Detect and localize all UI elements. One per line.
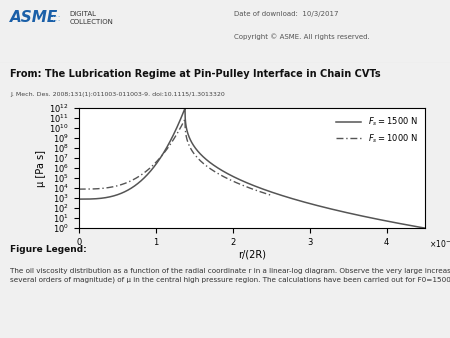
Text: :::: ::: (52, 13, 62, 23)
Text: DIGITAL
COLLECTION: DIGITAL COLLECTION (70, 10, 113, 25)
Text: Copyright © ASME. All rights reserved.: Copyright © ASME. All rights reserved. (234, 33, 370, 40)
Text: J. Mech. Des. 2008;131(1):011003-011003-9. doi:10.1115/1.3013320: J. Mech. Des. 2008;131(1):011003-011003-… (10, 93, 225, 97)
Text: Figure Legend:: Figure Legend: (10, 245, 87, 254)
X-axis label: r/(2R): r/(2R) (238, 250, 266, 260)
Y-axis label: μ [Pa s]: μ [Pa s] (36, 150, 46, 187)
Text: $\times10^{-4}$: $\times10^{-4}$ (429, 238, 450, 250)
Text: ASME: ASME (10, 10, 58, 25)
Text: Date of download:  10/3/2017: Date of download: 10/3/2017 (234, 11, 338, 17)
Legend: $F_s = 1500\ \mathrm{N}$, $F_s = 1000\ \mathrm{N}$: $F_s = 1500\ \mathrm{N}$, $F_s = 1000\ \… (333, 112, 421, 148)
Text: The oil viscosity distribution as a function of the radial coordinate r in a lin: The oil viscosity distribution as a func… (10, 267, 450, 283)
Text: From: The Lubrication Regime at Pin-Pulley Interface in Chain CVTs: From: The Lubrication Regime at Pin-Pull… (10, 69, 381, 79)
